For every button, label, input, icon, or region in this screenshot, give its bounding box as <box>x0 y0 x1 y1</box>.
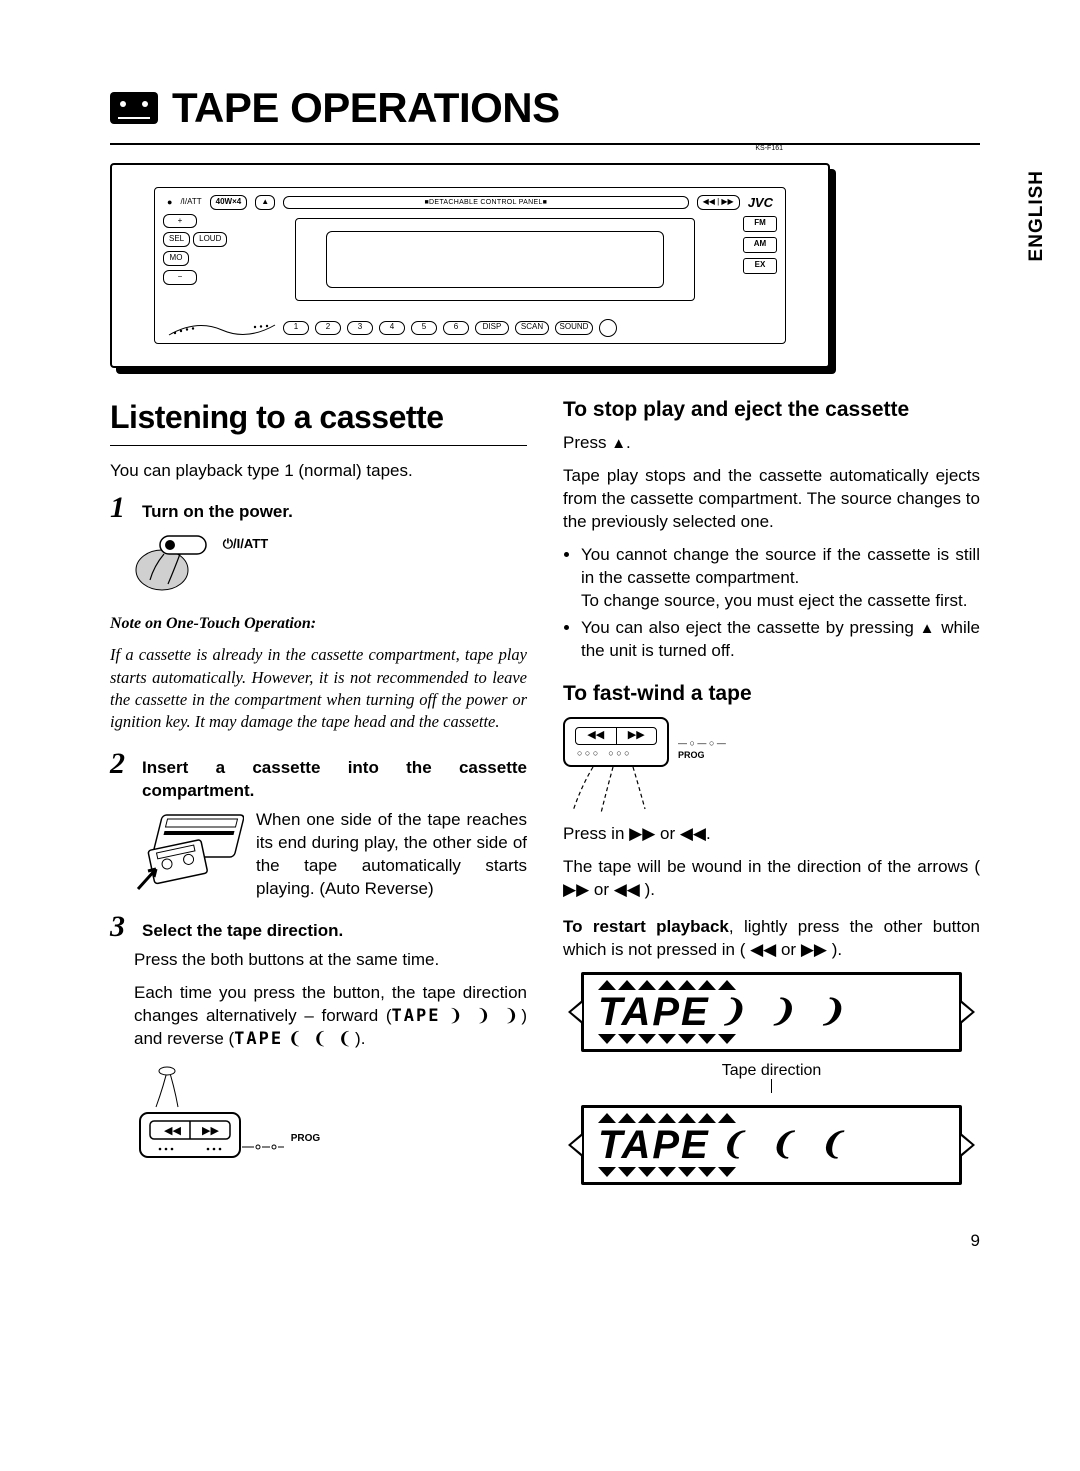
step-2: 2 Insert a cassette into the cassette co… <box>110 749 527 803</box>
fastwind-fig: ◀◀▶▶ ○ ○ ○ ○ ○ ○ — ○ — ○ — PROG <box>563 717 733 817</box>
power-button-fig: ⏻/I/ATT <box>134 530 527 601</box>
step3-fig: ◀◀ ▶▶ PROG <box>134 1065 527 1182</box>
device-power-label: 40W×4 <box>210 195 248 210</box>
svg-text:▶▶: ▶▶ <box>202 1125 219 1137</box>
device-att-label: /I/ATT <box>180 197 201 208</box>
section-listening: Listening to a cassette <box>110 396 527 446</box>
left-column: Listening to a cassette You can playback… <box>110 396 527 1194</box>
lcd-reverse: TAPE❨ ❨ ❨ <box>581 1105 962 1185</box>
step2-fig-row: When one side of the tape reaches its en… <box>134 809 527 902</box>
restart-text: To restart playback, lightly press the o… <box>563 916 980 962</box>
fast-body: The tape will be wound in the direction … <box>563 856 980 902</box>
step3-desc-full: Each time you press the button, the tape… <box>134 982 527 1051</box>
right-column: To stop play and eject the cassette Pres… <box>563 396 980 1193</box>
note-body: If a cassette is already in the cassette… <box>110 644 527 733</box>
device-brand: JVC <box>748 194 773 212</box>
cassette-icon <box>110 92 158 124</box>
stop-list: You cannot change the source if the cass… <box>563 544 980 663</box>
stop-li1: You cannot change the source if the cass… <box>581 544 980 613</box>
svg-text:◀◀: ◀◀ <box>164 1125 181 1137</box>
step-1: 1 Turn on the power. <box>110 493 527 524</box>
stop-press: Press ▲. <box>563 432 980 455</box>
device-dcp-label: DETACHABLE CONTROL PANEL <box>429 198 543 207</box>
note-heading: Note on One-Touch Operation: <box>110 613 527 635</box>
fast-title: To fast-wind a tape <box>563 680 980 708</box>
device-illustration: ● /I/ATT 40W×4 ▲ ■ DETACHABLE CONTROL PA… <box>110 163 830 368</box>
page-title-row: TAPE OPERATIONS <box>110 80 980 145</box>
tape-dir-label: Tape direction <box>575 1060 968 1082</box>
page-title: TAPE OPERATIONS <box>172 80 560 137</box>
intro-text: You can playback type 1 (normal) tapes. <box>110 460 527 483</box>
page-number: 9 <box>110 1230 980 1253</box>
stop-title: To stop play and eject the cassette <box>563 396 980 424</box>
eject-button-icon: ▲ <box>255 195 275 210</box>
language-tab: ENGLISH <box>1024 170 1050 261</box>
lcd-forward: TAPE❩ ❩ ❩ <box>581 972 962 1052</box>
step3-desc-a: Press the both buttons at the same time. <box>134 949 527 972</box>
step-3: 3 Select the tape direction. <box>110 912 527 943</box>
stop-body: Tape play stops and the cassette automat… <box>563 465 980 534</box>
stop-li2: You can also eject the cassette by press… <box>581 617 980 663</box>
